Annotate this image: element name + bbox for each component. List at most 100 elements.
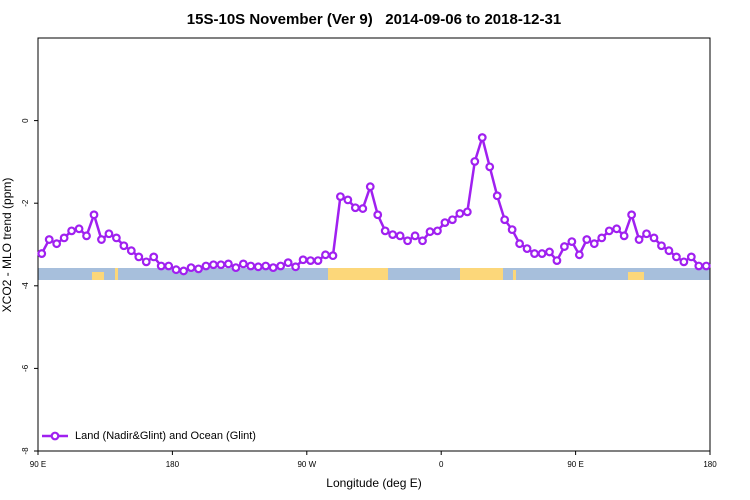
data-point bbox=[119, 241, 129, 251]
data-point bbox=[291, 262, 301, 272]
data-point bbox=[425, 227, 435, 237]
data-point bbox=[276, 261, 286, 271]
data-point bbox=[67, 226, 76, 236]
data-point bbox=[194, 264, 203, 274]
data-point bbox=[597, 233, 607, 243]
x-axis-label: Longitude (deg E) bbox=[326, 476, 421, 490]
data-point bbox=[403, 236, 413, 246]
data-point bbox=[216, 260, 226, 270]
y-axis-label: XCO2 - MLO trend (ppm) bbox=[0, 178, 14, 313]
data-point bbox=[582, 235, 592, 244]
data-point bbox=[126, 246, 136, 256]
x-tick-label: 90 E bbox=[567, 460, 583, 469]
data-point bbox=[388, 230, 398, 239]
data-point bbox=[74, 224, 84, 234]
data-point bbox=[477, 133, 487, 142]
legend-label: Land (Nadir&Glint) and Ocean (Glint) bbox=[75, 430, 256, 442]
data-point bbox=[522, 244, 532, 254]
data-point bbox=[343, 195, 353, 205]
data-point bbox=[358, 204, 368, 213]
data-point bbox=[470, 157, 480, 166]
x-tick-label: 180 bbox=[166, 460, 180, 469]
data-point bbox=[52, 239, 62, 249]
data-point bbox=[567, 237, 577, 247]
data-point bbox=[238, 259, 248, 269]
data-point bbox=[619, 231, 629, 241]
land-band bbox=[460, 268, 503, 280]
data-point bbox=[485, 162, 495, 172]
data-point bbox=[694, 261, 704, 271]
data-point bbox=[657, 241, 666, 251]
data-point bbox=[223, 259, 233, 269]
data-point bbox=[231, 263, 241, 273]
x-tick-label: 0 bbox=[439, 460, 444, 469]
data-point bbox=[186, 263, 196, 273]
data-point bbox=[156, 261, 166, 271]
data-point bbox=[44, 235, 54, 244]
data-point bbox=[328, 251, 338, 261]
data-point bbox=[380, 226, 390, 236]
y-tick-label: -2 bbox=[21, 199, 30, 207]
data-point bbox=[701, 261, 711, 271]
data-point bbox=[104, 229, 114, 239]
x-tick-label: 90 E bbox=[30, 460, 46, 469]
x-tick-label: 90 W bbox=[297, 460, 316, 469]
y-tick-label: -6 bbox=[21, 364, 30, 372]
data-point bbox=[589, 239, 599, 249]
data-point bbox=[574, 250, 584, 260]
data-point bbox=[604, 226, 614, 236]
data-point bbox=[560, 242, 569, 251]
land-band bbox=[513, 270, 516, 280]
data-point bbox=[492, 191, 502, 201]
data-point bbox=[82, 231, 91, 241]
data-point bbox=[462, 207, 472, 217]
land-band bbox=[115, 268, 118, 280]
data-point bbox=[201, 261, 211, 271]
x-tick-label: 180 bbox=[703, 460, 717, 469]
y-tick-label: -8 bbox=[21, 447, 30, 455]
data-point bbox=[672, 252, 681, 262]
data-point bbox=[111, 233, 121, 243]
data-point bbox=[373, 210, 383, 220]
data-point bbox=[365, 182, 375, 192]
data-point bbox=[507, 225, 517, 235]
data-point bbox=[418, 236, 427, 246]
data-point bbox=[545, 247, 554, 257]
data-point bbox=[552, 256, 562, 266]
data-point bbox=[313, 256, 323, 266]
data-point bbox=[530, 249, 539, 258]
land-band bbox=[92, 272, 104, 280]
data-point bbox=[336, 192, 345, 201]
land-ocean-strip bbox=[38, 268, 710, 280]
data-point bbox=[97, 235, 106, 244]
data-point bbox=[209, 260, 218, 270]
chart-title: 15S-10S November (Ver 9) 2014-09-06 to 2… bbox=[187, 11, 561, 28]
data-point bbox=[537, 249, 547, 258]
data-point bbox=[321, 250, 330, 260]
data-point bbox=[149, 252, 159, 262]
data-point bbox=[634, 235, 644, 244]
legend-marker bbox=[50, 431, 60, 441]
data-point bbox=[350, 203, 360, 213]
data-point bbox=[679, 257, 689, 267]
y-tick-label: -4 bbox=[21, 282, 30, 290]
data-point bbox=[179, 266, 189, 276]
data-point bbox=[515, 239, 524, 249]
data-point bbox=[642, 229, 651, 239]
data-point bbox=[455, 209, 465, 218]
legend: Land (Nadir&Glint) and Ocean (Glint) bbox=[42, 430, 256, 442]
data-point bbox=[664, 246, 674, 256]
data-point bbox=[306, 256, 315, 266]
data-point bbox=[37, 249, 47, 258]
data-point bbox=[268, 263, 278, 273]
data-point bbox=[433, 226, 442, 236]
data-point bbox=[448, 215, 457, 225]
data-point bbox=[171, 265, 181, 275]
data-point bbox=[298, 255, 308, 265]
data-point bbox=[395, 231, 405, 241]
data-point bbox=[410, 231, 420, 241]
land-band bbox=[628, 272, 644, 280]
data-point bbox=[59, 233, 69, 243]
